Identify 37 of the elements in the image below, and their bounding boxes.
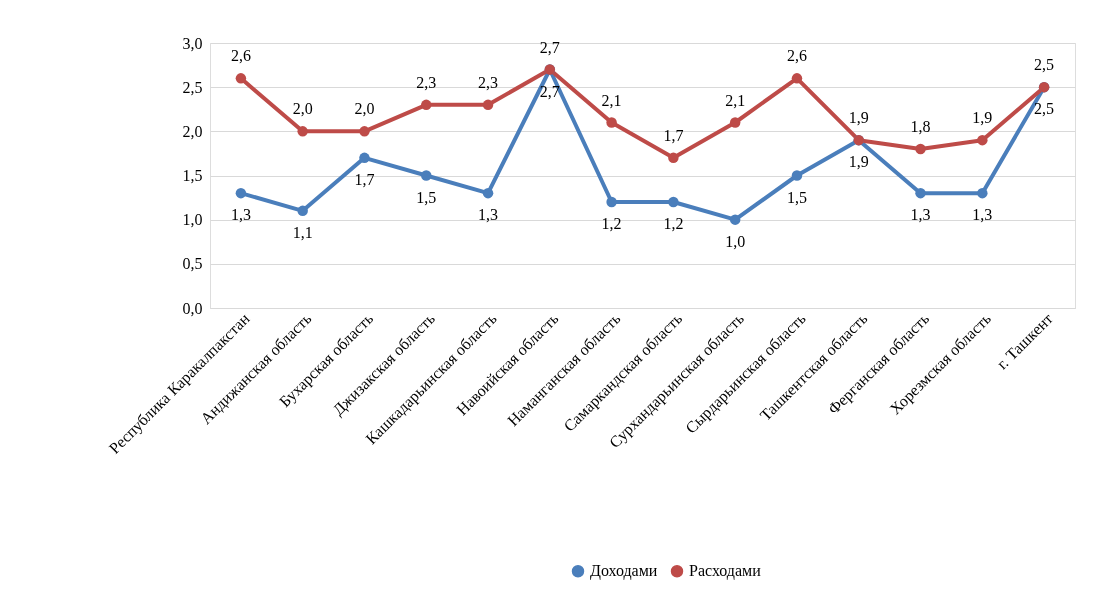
- data-label: 2,1: [725, 91, 746, 109]
- data-label: 2,6: [230, 47, 251, 65]
- y-tick-label: 1,0: [182, 211, 203, 229]
- data-label: 1,5: [416, 188, 437, 206]
- y-tick-label: 0,5: [182, 255, 203, 273]
- data-label: 2,6: [786, 47, 807, 65]
- y-tick-label: 0,0: [182, 299, 203, 317]
- y-tick-label: 1,5: [182, 167, 203, 184]
- data-label: 2,3: [416, 73, 437, 91]
- y-tick-label: 2,0: [182, 122, 203, 140]
- data-label: 1,7: [663, 126, 684, 144]
- data-label: 1,0: [725, 232, 746, 250]
- data-label: 1,2: [663, 215, 684, 232]
- y-tick-label: 2,5: [182, 78, 203, 96]
- data-label: 1,3: [910, 206, 931, 224]
- data-label: 2,7: [539, 38, 560, 56]
- data-label: 2,1: [601, 91, 622, 109]
- data-label: 2,0: [354, 100, 375, 118]
- data-label: 1,3: [972, 206, 993, 224]
- data-label: 1,8: [910, 118, 931, 135]
- legend-label: Доходами: [590, 562, 658, 581]
- data-label: 1,5: [786, 188, 807, 206]
- data-label: 2,0: [292, 100, 313, 118]
- data-label: 1,1: [292, 223, 313, 241]
- data-label: 1,3: [478, 206, 499, 224]
- data-label: 1,9: [848, 153, 869, 171]
- data-label: 2,5: [1034, 100, 1055, 118]
- data-label: 2,7: [539, 82, 560, 100]
- data-label: 2,5: [1034, 56, 1055, 74]
- data-label: 1,3: [230, 206, 251, 224]
- data-label: 1,9: [972, 109, 993, 127]
- data-label: 1,2: [601, 215, 622, 232]
- y-tick-label: 3,0: [182, 34, 203, 52]
- data-label: 2,3: [478, 73, 499, 91]
- legend-label: Расходами: [689, 562, 762, 581]
- data-label: 1,9: [848, 109, 869, 127]
- data-label: 1,7: [354, 170, 375, 188]
